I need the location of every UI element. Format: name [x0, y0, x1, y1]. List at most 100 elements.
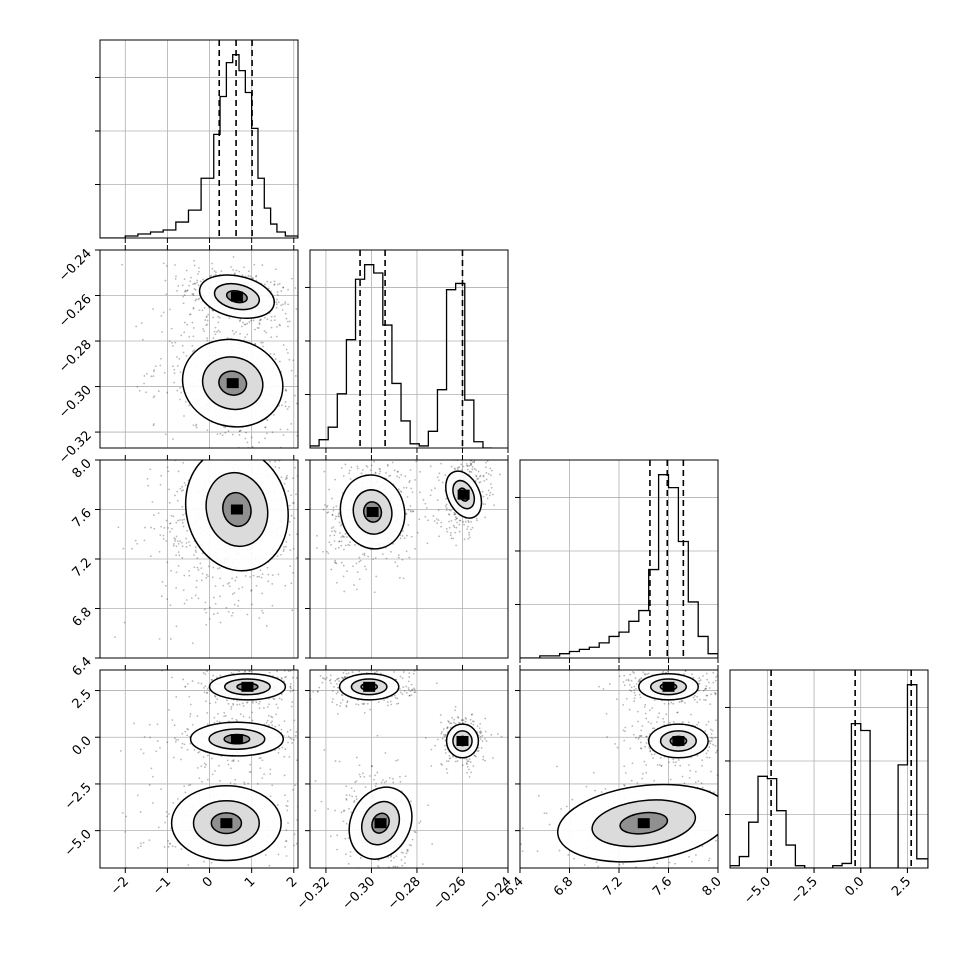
scatter-point	[141, 338, 144, 341]
scatter-point	[206, 455, 208, 457]
scatter-point	[287, 822, 289, 824]
scatter-point	[183, 785, 186, 787]
scatter-point	[454, 518, 457, 521]
histogram-bar	[271, 224, 277, 238]
scatter-point	[301, 432, 303, 434]
scatter-point	[710, 693, 712, 696]
scatter-point	[206, 319, 209, 322]
scatter-point	[197, 751, 200, 754]
scatter-point	[272, 452, 274, 454]
scatter-point	[295, 493, 297, 496]
scatter-point	[254, 449, 256, 451]
scatter-point	[339, 705, 341, 707]
scatter-point	[394, 696, 397, 699]
panel-frame	[309, 249, 509, 449]
scatter-point	[450, 722, 453, 725]
scatter-point	[279, 324, 281, 327]
scatter-point	[340, 467, 343, 469]
scatter-point	[266, 318, 269, 321]
scatter-point	[469, 718, 472, 721]
scatter-point	[191, 350, 194, 353]
scatter-point	[181, 742, 184, 745]
scatter-point	[148, 723, 151, 726]
scatter-point	[365, 668, 367, 670]
scatter-point	[413, 869, 415, 871]
scatter-point	[192, 306, 195, 309]
scatter-point	[284, 748, 287, 750]
scatter-point	[408, 556, 411, 559]
scatter-point	[263, 456, 265, 458]
scatter-point	[189, 452, 191, 454]
scatter-point	[211, 773, 214, 776]
scatter-point	[344, 532, 347, 535]
scatter-point	[250, 589, 253, 591]
scatter-point	[299, 497, 301, 499]
scatter-point	[475, 475, 478, 478]
scatter-point	[685, 665, 687, 667]
scatter-point	[240, 456, 242, 458]
scatter-point	[443, 735, 446, 738]
scatter-point	[426, 542, 429, 545]
scatter-point	[196, 566, 199, 569]
scatter-point	[284, 388, 287, 391]
histogram-bar	[456, 283, 465, 448]
scatter-point	[268, 454, 270, 456]
density-peak	[230, 734, 243, 745]
scatter-point	[191, 293, 194, 295]
scatter-point	[331, 497, 333, 500]
scatter-point	[348, 544, 351, 547]
scatter-point	[475, 755, 477, 758]
scatter-point	[489, 474, 492, 477]
histogram-bar	[688, 602, 698, 658]
scatter-point	[261, 264, 264, 266]
scatter-point	[396, 759, 399, 761]
scatter-point	[274, 725, 277, 728]
scatter-point	[158, 453, 160, 455]
scatter-point	[685, 662, 687, 664]
scatter-point	[388, 665, 390, 667]
scatter-point	[622, 681, 625, 683]
scatter-point	[192, 283, 194, 286]
scatter-point	[482, 475, 485, 478]
scatter-point	[638, 693, 641, 696]
scatter-point	[289, 687, 292, 690]
scatter-point	[340, 523, 343, 526]
scatter-point	[251, 719, 254, 722]
scatter-point	[643, 706, 646, 708]
scatter-point	[396, 865, 399, 868]
scatter-point	[330, 854, 332, 856]
scatter-point	[463, 538, 466, 541]
scatter-point	[290, 738, 293, 740]
scatter-point	[444, 744, 447, 747]
scatter-point	[349, 855, 352, 858]
scatter-point	[331, 701, 334, 704]
scatter-point	[323, 749, 326, 751]
histogram-bar	[374, 273, 383, 448]
scatter-point	[437, 479, 440, 482]
scatter-point	[301, 376, 303, 378]
scatter-point	[293, 719, 296, 722]
scatter-point	[651, 707, 654, 710]
scatter-point	[337, 686, 340, 689]
scatter-point	[392, 543, 395, 545]
scatter-point	[169, 522, 172, 525]
scatter-point	[180, 746, 183, 749]
scatter-point	[210, 757, 213, 760]
scatter-point	[203, 330, 206, 333]
scatter-point	[285, 389, 288, 392]
scatter-point	[465, 463, 468, 465]
scatter-point	[136, 542, 139, 545]
scatter-point	[168, 501, 171, 504]
scatter-point	[169, 308, 171, 311]
scatter-point	[168, 709, 170, 711]
scatter-point	[205, 623, 208, 626]
scatter-point	[392, 865, 395, 868]
scatter-point	[128, 891, 130, 893]
scatter-point	[242, 705, 245, 707]
scatter-point	[340, 667, 342, 669]
scatter-point	[205, 577, 208, 579]
scatter-point	[223, 457, 225, 459]
scatter-point	[139, 748, 142, 751]
scatter-point	[265, 625, 268, 627]
scatter-point	[311, 498, 313, 500]
